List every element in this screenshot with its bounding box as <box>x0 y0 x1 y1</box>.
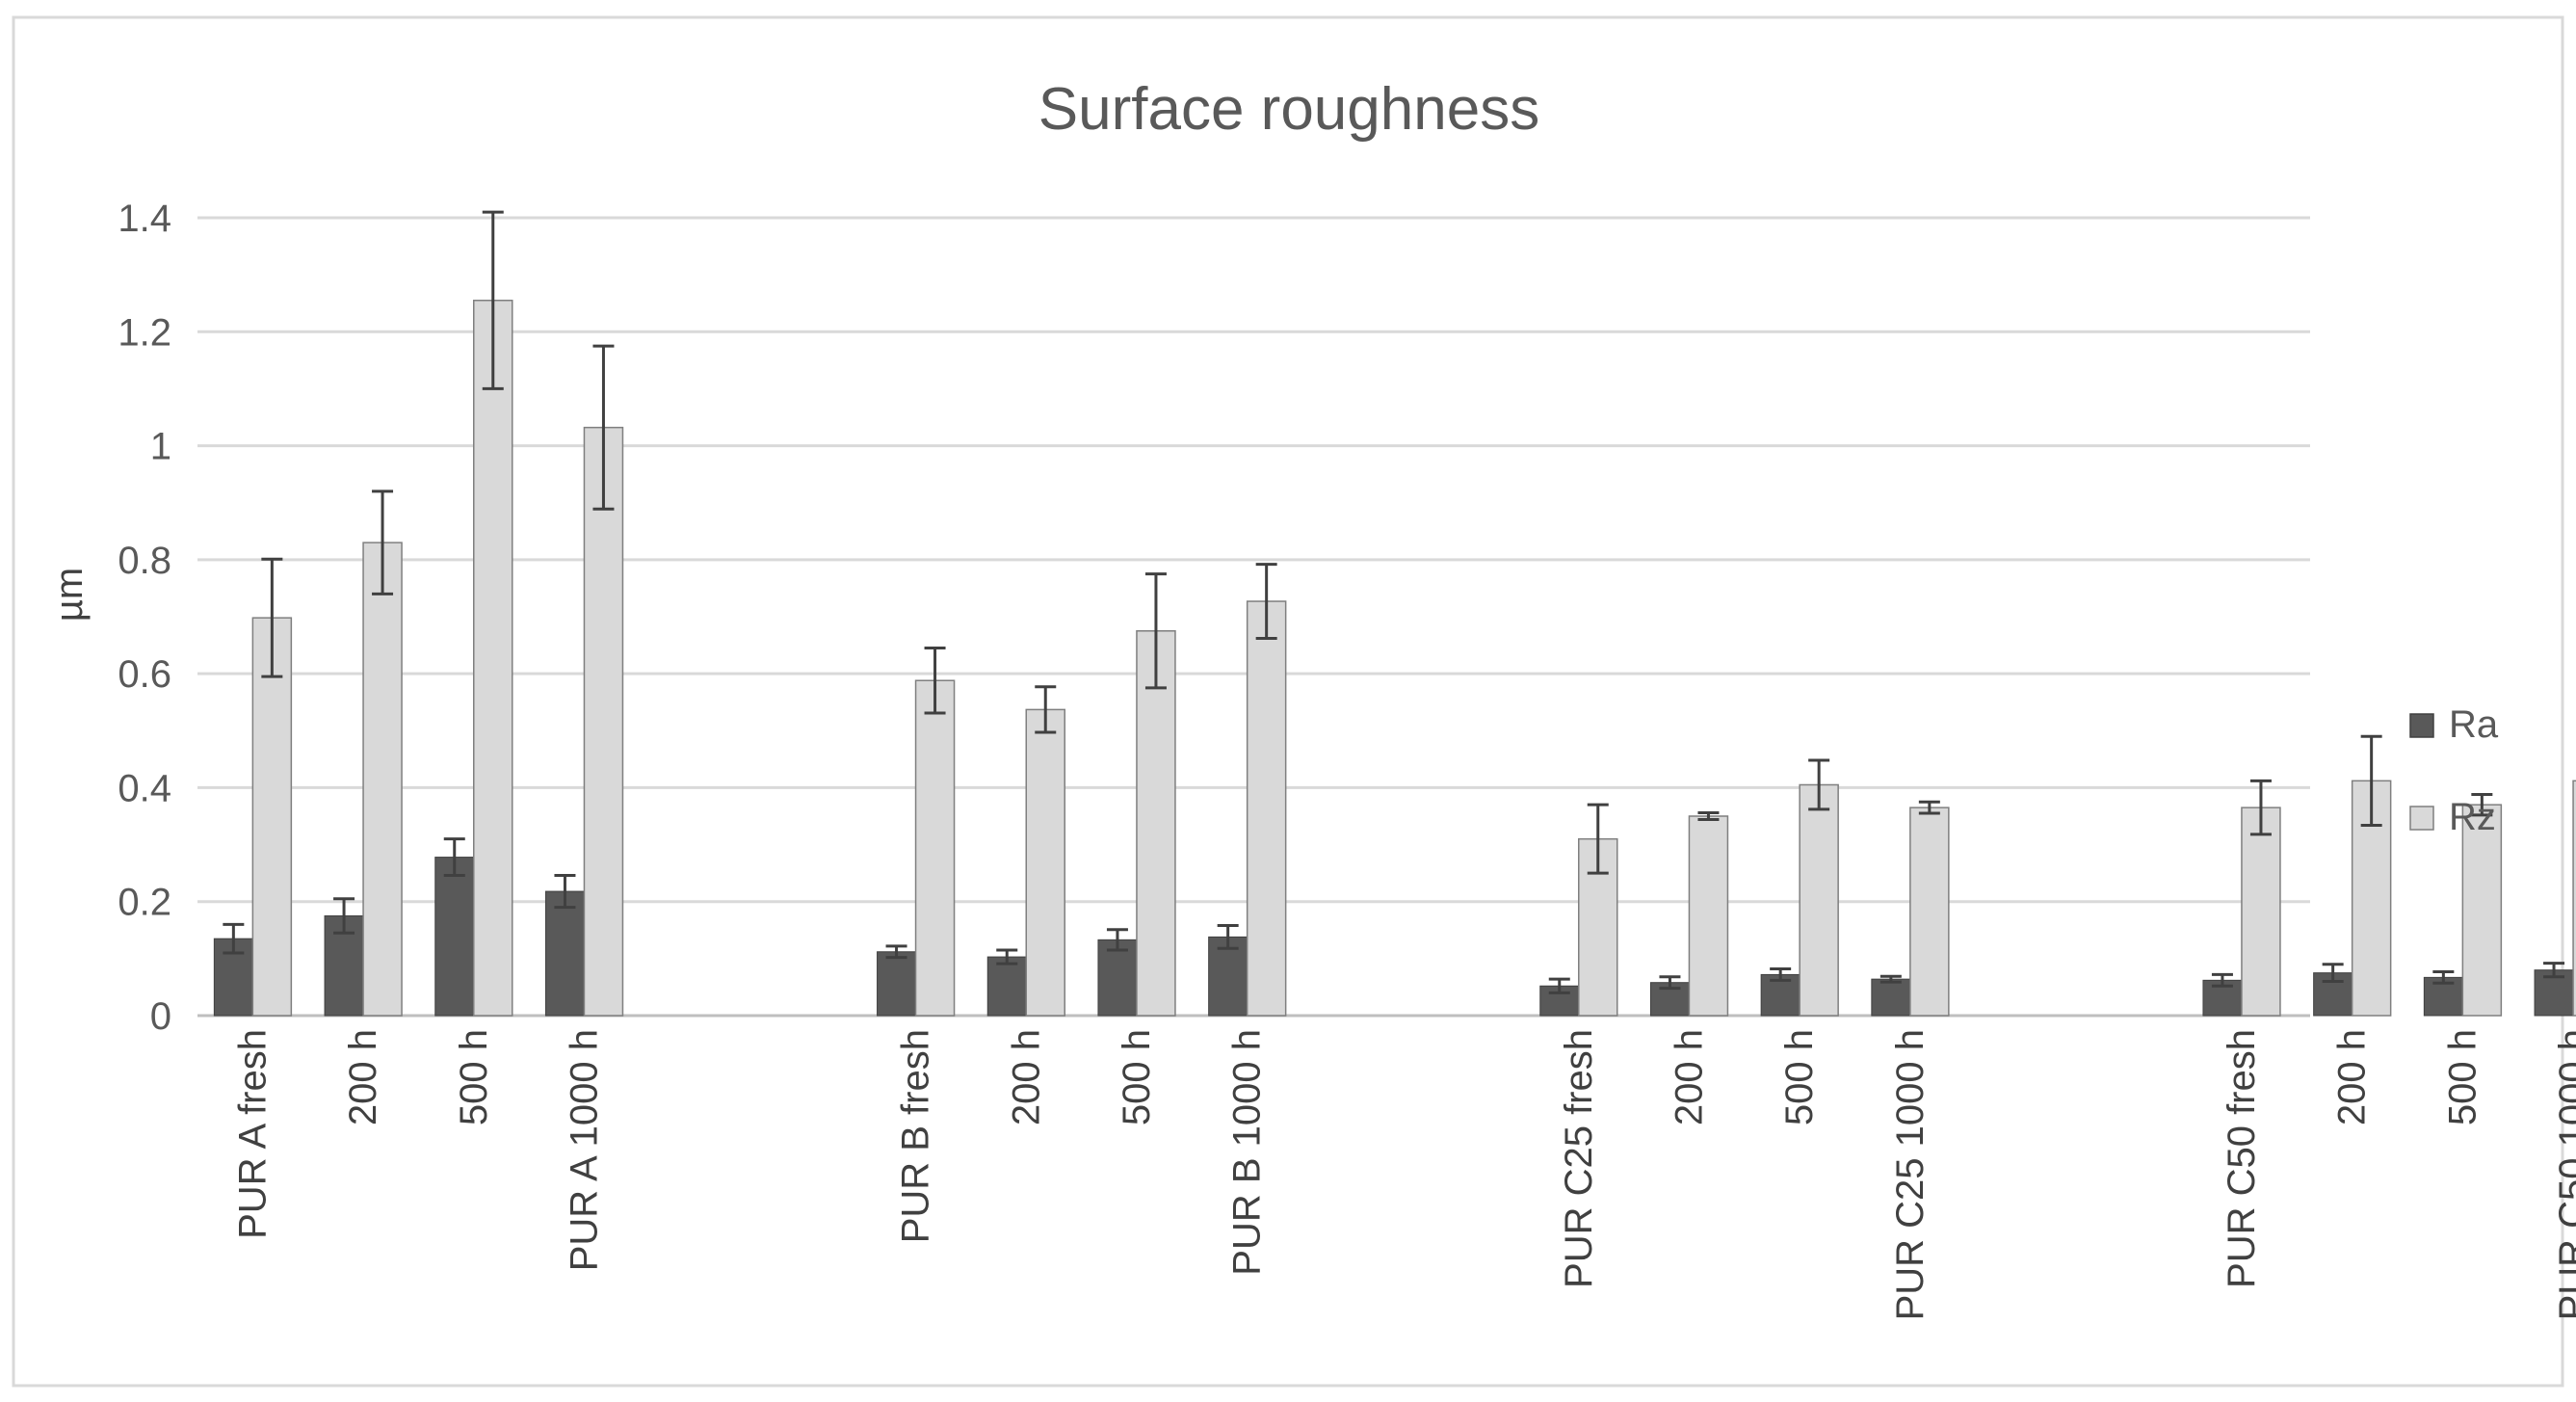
bar-rz <box>914 679 956 1017</box>
bar-rz <box>2241 807 2281 1017</box>
x-tick-label: 200 h <box>342 1029 384 1125</box>
bar-rz <box>251 617 293 1017</box>
y-tick-label: 0.8 <box>118 540 171 582</box>
x-tick-label: PUR A 1000 h <box>563 1029 605 1271</box>
x-tick-label: PUR B fresh <box>895 1029 937 1243</box>
chart-border <box>12 15 2564 1388</box>
y-tick-label: 0.6 <box>118 653 171 696</box>
y-tick-label: 0 <box>150 995 171 1038</box>
bar-rz <box>1799 783 1839 1017</box>
bar-ra <box>544 890 585 1017</box>
x-tick-label: 200 h <box>1005 1029 1047 1125</box>
legend-label-ra: Ra <box>2449 703 2499 746</box>
bar-ra <box>986 956 1027 1017</box>
bar-rz <box>1688 815 1729 1017</box>
bar-ra <box>1097 939 1138 1017</box>
bar-rz <box>473 300 513 1017</box>
bar-ra <box>877 951 917 1017</box>
y-tick-label: 0.2 <box>118 882 171 924</box>
x-tick-label: PUR C25 1000 h <box>1889 1029 1932 1320</box>
y-tick-label: 0.4 <box>118 767 171 809</box>
bar-rz <box>1136 630 1176 1017</box>
x-axis-ticks: PUR A fresh 200 h 500 h PUR A 1000 h PUR B f… <box>231 1029 2576 1320</box>
bar-rz <box>583 426 624 1017</box>
x-tick-label: PUR A fresh <box>231 1029 274 1239</box>
x-tick-label: PUR C50 fresh <box>2221 1029 2263 1288</box>
x-tick-label: 500 h <box>1778 1029 1821 1125</box>
bar-ra <box>1871 978 1911 1017</box>
x-tick-label: 200 h <box>1668 1029 1710 1125</box>
x-tick-label: 500 h <box>1116 1029 1158 1125</box>
y-tick-label: 1 <box>150 426 171 468</box>
legend-swatch-rz <box>2409 806 2434 831</box>
legend-label-rz: Rz <box>2449 796 2496 838</box>
bars <box>213 300 2576 1017</box>
bar-rz <box>1246 600 1287 1017</box>
x-tick-label: 200 h <box>2331 1029 2374 1125</box>
chart-title: Surface roughness <box>1038 76 1539 143</box>
x-tick-label: 500 h <box>453 1029 495 1125</box>
bar-ra <box>2202 979 2243 1017</box>
error-bars <box>223 210 2565 994</box>
bar-rz <box>362 542 403 1017</box>
y-tick-label: 1.2 <box>118 311 171 354</box>
x-tick-label: PUR B 1000 h <box>1226 1029 1269 1276</box>
bar-rz <box>1025 708 1065 1017</box>
x-tick-label: PUR C25 fresh <box>1558 1029 1600 1288</box>
y-axis-label: µm <box>48 568 91 622</box>
bar-ra <box>2313 972 2353 1017</box>
x-tick-label: PUR C50 1000 h <box>2552 1029 2576 1320</box>
legend-swatch-ra <box>2409 713 2434 738</box>
bar-rz <box>2572 780 2576 1017</box>
bar-ra <box>434 857 475 1017</box>
y-axis-ticks: 0 0.2 0.4 0.6 0.8 1 1.2 1.4 <box>118 198 171 1038</box>
y-tick-label: 1.4 <box>118 198 171 240</box>
legend: Ra Rz <box>2409 703 2499 838</box>
x-tick-label: 500 h <box>2441 1029 2484 1125</box>
bar-rz <box>1909 807 1950 1017</box>
